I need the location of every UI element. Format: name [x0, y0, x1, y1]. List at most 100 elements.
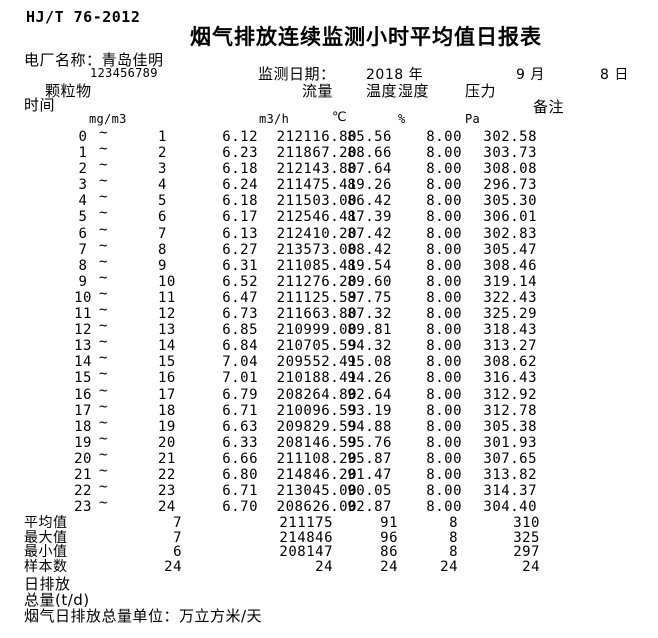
time-start: 11 [74, 306, 92, 323]
summary-label: 平均值 [24, 515, 68, 531]
time-start: 17 [74, 402, 92, 419]
table-row: 22 ~ 23 6.71 213045.00 90.05 8.00 314.37 [0, 479, 658, 500]
doc-code: HJ/T 76-2012 [26, 8, 141, 26]
time-end: 15 [158, 354, 176, 371]
cell-pressure: 303.73 [483, 145, 537, 162]
cell-temp: 92.87 [347, 499, 392, 516]
cell-temp: 87.39 [347, 209, 392, 226]
cell-flow: 24 [315, 559, 333, 576]
cell-flow: 211175 [279, 515, 333, 531]
cell-flow: 212116.80 [276, 129, 357, 145]
table-row: 17 ~ 18 6.71 210096.59 93.19 8.00 312.78 [0, 399, 658, 419]
unit-pm: mg/m3 [89, 112, 127, 126]
table-row: 13 ~ 14 6.84 210705.59 94.32 8.00 313.27 [0, 334, 658, 355]
time-start: 5 [78, 209, 88, 226]
time-tilde: ~ [99, 189, 108, 206]
time-end: 8 [158, 241, 167, 258]
cell-pressure: 302.83 [483, 225, 537, 242]
cell-flow: 210188.41 [276, 370, 357, 387]
time-tilde: ~ [99, 446, 108, 463]
cell-humidity: 8.00 [426, 209, 462, 226]
cell-pressure: 312.78 [483, 402, 537, 419]
col-header-time: 时间 [24, 96, 56, 114]
cell-pm: 6.79 [222, 386, 258, 403]
time-tilde: ~ [99, 205, 108, 222]
time-end: 1 [158, 129, 167, 145]
cell-pm: 7.01 [222, 370, 258, 387]
unit-temp: ℃ [332, 110, 347, 125]
cell-pm: 6.80 [222, 466, 258, 483]
time-tilde: ~ [99, 302, 108, 319]
table-row: 15 ~ 16 7.01 210188.41 94.26 8.00 316.43 [0, 366, 658, 387]
cell-pm: 6.85 [222, 322, 258, 339]
cell-humidity: 8.00 [426, 129, 462, 145]
cell-pm: 6.27 [222, 241, 258, 258]
table-row: 19 ~ 20 6.33 208146.59 95.76 8.00 301.93 [0, 431, 658, 451]
cell-pressure: 313.82 [483, 466, 537, 483]
time-tilde: ~ [99, 141, 108, 158]
time-end: 17 [158, 386, 176, 403]
cell-flow: 214846 [279, 529, 333, 546]
data-rows: 0 ~ 1 6.12 212116.80 85.56 8.00 302.58 1… [0, 125, 658, 516]
cell-temp: 87.64 [347, 161, 392, 178]
time-tilde: ~ [99, 157, 108, 174]
unit-humidity: % [398, 112, 406, 126]
time-end: 20 [158, 434, 176, 451]
cell-pressure: 24 [522, 559, 540, 576]
time-end: 21 [158, 450, 176, 467]
table-row: 7 ~ 8 6.27 213573.00 88.42 8.00 305.47 [0, 238, 658, 258]
cell-flow: 211475.41 [276, 177, 357, 194]
cell-pm: 7.04 [222, 354, 258, 371]
cell-pm: 6.18 [222, 161, 258, 178]
time-start: 22 [74, 483, 92, 500]
cell-humidity: 8.00 [426, 402, 462, 419]
cell-temp: 92.64 [347, 386, 392, 403]
cell-temp: 95.08 [347, 354, 392, 371]
cell-temp: 95.87 [347, 450, 392, 467]
summary-rows: 平均值 7 211175 91 8 310 最大值 7 214846 96 8 … [0, 516, 658, 575]
time-start: 2 [78, 161, 88, 178]
cell-temp: 87.42 [347, 225, 392, 242]
cell-pressure: 314.37 [483, 483, 537, 500]
time-start: 1 [78, 145, 88, 162]
cell-flow: 208264.80 [276, 386, 357, 403]
cell-pm: 6.12 [222, 129, 258, 145]
summary-row: 平均值 7 211175 91 8 310 [0, 516, 658, 531]
cell-temp: 94.26 [347, 370, 392, 387]
cell-humidity: 8.00 [426, 466, 462, 483]
cell-humidity: 8.00 [426, 434, 462, 451]
time-start: 6 [78, 225, 88, 242]
time-end: 13 [158, 322, 176, 339]
cell-pm: 6 [173, 544, 182, 561]
time-end: 4 [158, 177, 167, 194]
time-end: 14 [158, 338, 176, 355]
cell-humidity: 8.00 [426, 177, 462, 194]
cell-pm: 6.71 [222, 402, 258, 419]
summary-row: 最小值 6 208147 86 8 297 [0, 545, 658, 560]
cell-pressure: 310 [513, 515, 540, 531]
col-header-temp: 温度 [366, 82, 398, 100]
table-row: 5 ~ 6 6.17 212546.41 87.39 8.00 306.01 [0, 205, 658, 226]
time-start: 0 [78, 129, 88, 145]
plant-name-line: 电厂名称：青岛佳明 [24, 49, 164, 70]
cell-temp: 94.88 [347, 418, 392, 435]
cell-pressure: 318.43 [483, 322, 537, 339]
cell-pressure: 322.43 [483, 289, 537, 306]
time-start: 3 [78, 177, 88, 194]
backtick-mark: ` [24, 60, 31, 76]
time-end: 19 [158, 418, 176, 435]
cell-pressure: 307.65 [483, 450, 537, 467]
cell-temp: 89.81 [347, 322, 392, 339]
table-row: 4 ~ 5 6.18 211503.00 86.42 8.00 305.30 [0, 189, 658, 209]
cell-pressure: 306.01 [483, 209, 537, 226]
time-tilde: ~ [99, 382, 108, 399]
time-tilde: ~ [99, 334, 108, 351]
time-start: 7 [78, 241, 88, 258]
time-end: 22 [158, 466, 176, 483]
time-tilde: ~ [99, 269, 108, 286]
time-tilde: ~ [99, 350, 108, 367]
cell-temp: 96 [380, 529, 398, 546]
cell-pm: 7 [173, 529, 182, 546]
cell-pressure: 308.46 [483, 257, 537, 274]
